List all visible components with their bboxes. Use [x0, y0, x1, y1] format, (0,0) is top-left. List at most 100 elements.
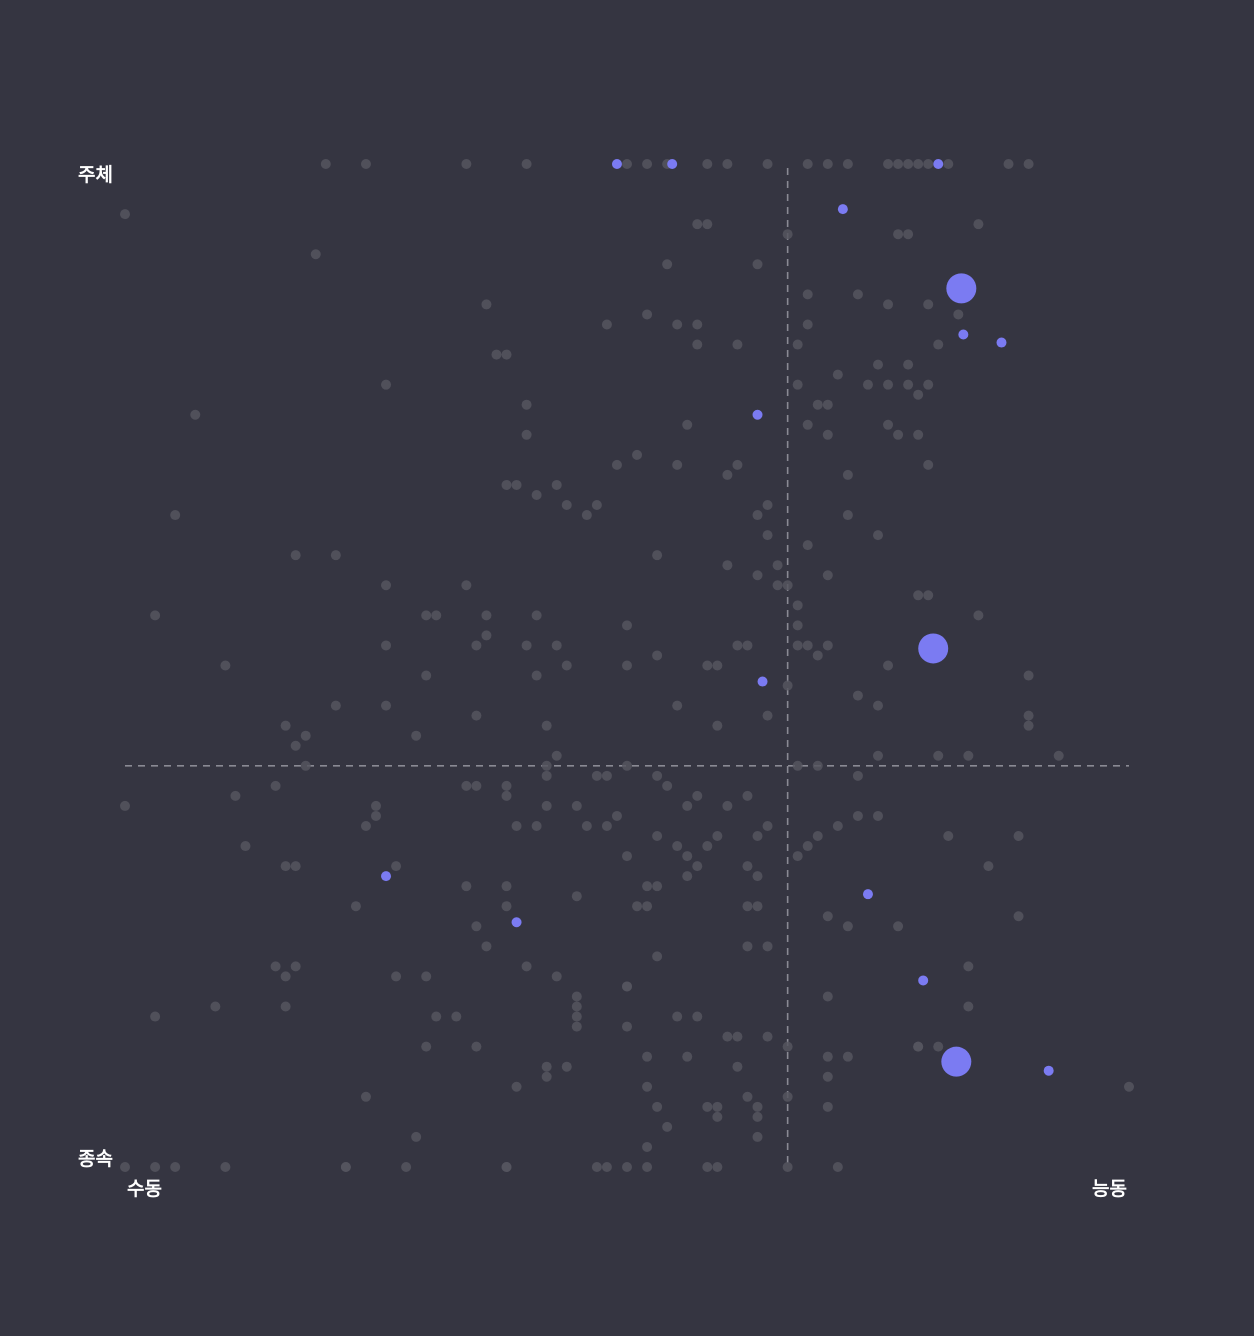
- background-point: [742, 861, 753, 872]
- background-point: [391, 971, 402, 982]
- background-point: [471, 710, 482, 721]
- background-point: [571, 891, 582, 902]
- highlight-point: [862, 889, 873, 900]
- background-point: [471, 921, 482, 932]
- background-point: [832, 820, 843, 831]
- background-point: [822, 429, 833, 440]
- background-point: [571, 991, 582, 1002]
- background-point: [782, 680, 793, 691]
- background-point: [782, 580, 793, 591]
- background-point: [752, 510, 763, 521]
- background-point: [722, 560, 733, 571]
- highlight-point: [611, 159, 622, 169]
- highlight-point: [381, 871, 392, 882]
- background-point: [642, 159, 653, 169]
- background-point: [792, 600, 803, 611]
- highlight-point: [933, 159, 944, 169]
- background-point: [752, 901, 763, 912]
- background-point: [852, 770, 863, 781]
- highlight-point: [752, 409, 763, 420]
- background-point: [561, 500, 572, 511]
- background-point: [662, 780, 673, 791]
- background-point: [762, 820, 773, 831]
- background-point: [752, 831, 763, 842]
- background-point: [842, 510, 853, 521]
- background-point: [421, 610, 432, 621]
- background-point: [371, 800, 381, 811]
- background-point: [752, 1111, 763, 1122]
- background-point: [933, 339, 944, 350]
- background-point: [280, 720, 291, 731]
- background-point: [842, 1051, 853, 1062]
- background-point: [893, 921, 904, 932]
- background-point: [662, 1121, 673, 1132]
- background-point: [782, 1091, 793, 1102]
- background-point: [953, 309, 964, 320]
- background-point: [862, 379, 873, 390]
- background-point: [802, 419, 813, 430]
- background-point: [782, 1041, 793, 1052]
- background-point: [280, 971, 291, 982]
- background-point: [792, 851, 803, 862]
- background-point: [371, 810, 381, 821]
- background-point: [742, 640, 753, 651]
- background-point: [963, 961, 974, 972]
- background-point: [782, 229, 793, 240]
- background-point: [762, 1031, 773, 1042]
- background-point: [652, 1101, 663, 1112]
- background-point: [642, 901, 653, 912]
- background-point: [903, 229, 914, 240]
- background-point: [391, 861, 402, 872]
- background-point: [381, 700, 392, 711]
- background-point: [360, 1091, 371, 1102]
- background-point: [672, 319, 683, 330]
- background-point: [903, 159, 914, 169]
- background-point: [822, 1071, 833, 1082]
- background-point: [652, 951, 663, 962]
- background-point: [983, 861, 994, 872]
- background-point: [682, 871, 693, 882]
- background-point: [923, 159, 934, 169]
- background-point: [692, 1011, 703, 1022]
- background-point: [963, 1001, 974, 1012]
- background-point: [873, 810, 883, 821]
- background-point: [501, 901, 512, 912]
- background-point: [792, 620, 803, 631]
- background-point: [752, 1101, 763, 1112]
- background-point: [842, 159, 853, 169]
- background-point: [883, 419, 894, 430]
- background-point: [642, 1051, 653, 1062]
- background-point: [461, 159, 472, 169]
- background-point: [300, 760, 311, 771]
- background-point: [210, 1001, 221, 1012]
- background-point: [551, 971, 562, 982]
- background-point: [230, 790, 241, 801]
- background-point: [320, 159, 331, 169]
- background-point: [812, 399, 823, 410]
- background-point: [802, 841, 813, 852]
- background-point: [772, 560, 783, 571]
- background-point: [622, 1021, 632, 1032]
- background-point: [732, 339, 743, 350]
- background-point: [622, 159, 632, 169]
- background-point: [290, 550, 301, 561]
- background-point: [541, 800, 552, 811]
- background-point: [381, 640, 392, 651]
- background-point: [692, 861, 703, 872]
- background-point: [923, 299, 934, 310]
- background-point: [190, 409, 201, 420]
- background-point: [220, 660, 231, 671]
- background-point: [571, 1001, 582, 1012]
- background-point: [822, 1101, 833, 1112]
- background-point: [692, 219, 703, 230]
- background-point: [581, 510, 592, 521]
- background-point: [521, 159, 532, 169]
- highlight-point: [1043, 1065, 1054, 1076]
- background-point: [842, 469, 853, 480]
- background-point: [280, 1001, 291, 1012]
- background-point: [802, 640, 813, 651]
- background-point: [561, 660, 572, 671]
- y-axis-max-label: 주체: [78, 164, 113, 186]
- background-point: [742, 901, 753, 912]
- background-point: [762, 500, 773, 511]
